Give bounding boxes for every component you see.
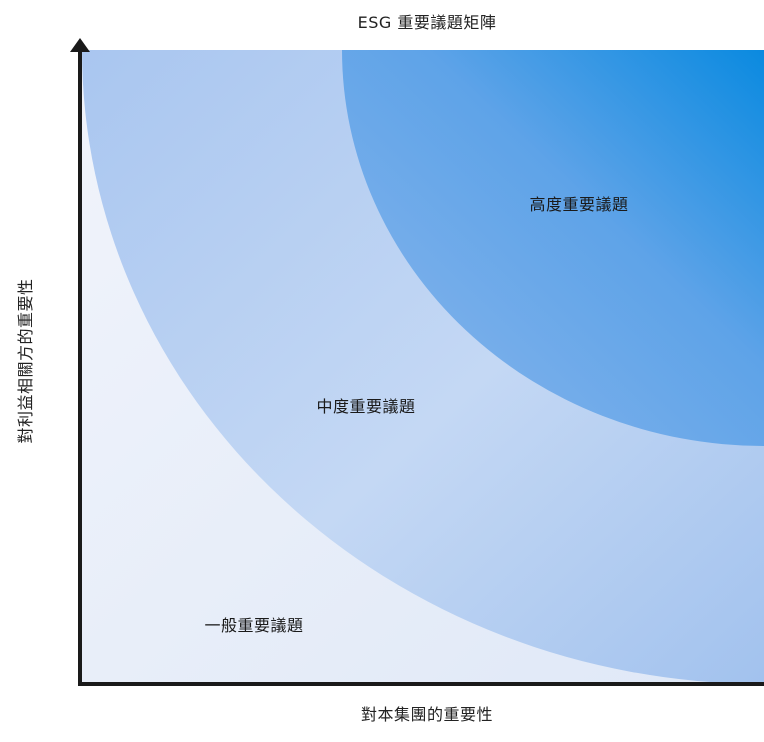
zone-medium-label: 中度重要議題 xyxy=(316,397,416,416)
y-axis-label: 對利益相關方的重要性 xyxy=(16,278,35,444)
zone-general-label: 一般重要議題 xyxy=(204,616,304,635)
y-axis-arrowhead xyxy=(70,38,90,52)
zone-high-label: 高度重要議題 xyxy=(529,195,629,214)
chart-title: ESG 重要議題矩陣 xyxy=(357,13,497,32)
zone-high-area xyxy=(342,50,764,446)
x-axis-label: 對本集團的重要性 xyxy=(360,705,493,724)
